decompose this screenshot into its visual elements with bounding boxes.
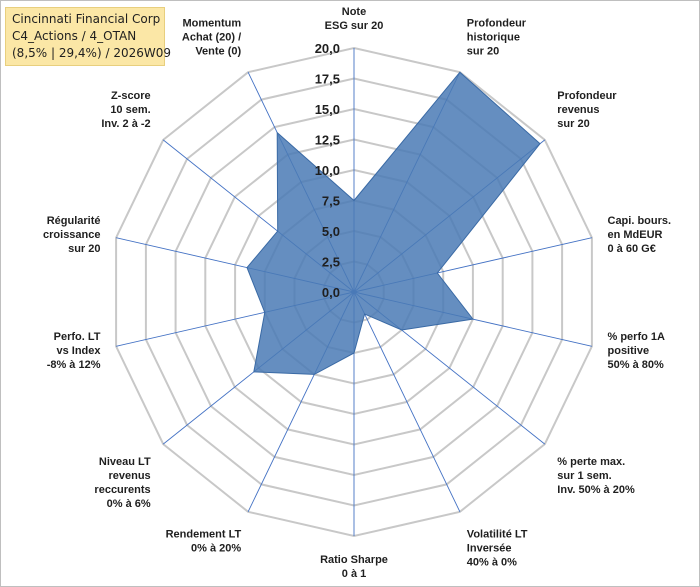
axis-label: Inversée — [467, 542, 512, 554]
axis-label: Profondeur — [557, 90, 617, 102]
axis-label: Perfo. LT — [54, 331, 101, 343]
axis-label: Note — [342, 6, 366, 18]
axis-label: Niveau LT — [99, 456, 151, 468]
axis-label: sur 20 — [557, 118, 589, 130]
axis-label: Capi. bours. — [608, 215, 672, 227]
axis-label: 0 à 60 G€ — [608, 243, 656, 255]
axis-label: Profondeur — [467, 18, 527, 30]
axis-label: sur 20 — [467, 46, 499, 58]
tick-label: 7,5 — [322, 194, 340, 209]
axis-label: sur 1 sem. — [557, 470, 611, 482]
tick-label: 10,0 — [315, 163, 340, 178]
axis-label: sur 20 — [68, 243, 100, 255]
tick-label: 15,0 — [315, 102, 340, 117]
axis-label: revenus — [108, 470, 150, 482]
axis-label: Ratio Sharpe — [320, 554, 388, 566]
title-stats: (8,5% | 29,4%) / 2026W09 — [12, 46, 171, 60]
axis-label: reccurents — [94, 484, 150, 496]
axis-label: vs Index — [56, 345, 101, 357]
axis-label: 0% à 20% — [191, 542, 241, 554]
chart-title-box: Cincinnati Financial Corp C4_Actions / 4… — [5, 7, 171, 66]
axis-label: Rendement LT — [166, 528, 242, 540]
title-company: Cincinnati Financial Corp — [12, 12, 161, 26]
axis-label: historique — [467, 32, 520, 44]
axis-label: % perfo 1A — [608, 331, 666, 343]
axis-spoke — [353, 291, 461, 512]
tick-label: 5,0 — [322, 224, 340, 239]
data-area — [246, 71, 541, 375]
axis-label: Inv. 2 à -2 — [101, 118, 150, 130]
tick-label: 0,0 — [322, 285, 340, 300]
tick-label: 12,5 — [315, 133, 340, 148]
tick-label: 2,5 — [322, 255, 340, 270]
axis-label: Régularité — [47, 215, 101, 227]
axis-label: Vente (0) — [195, 46, 241, 58]
axis-label: Achat (20) / — [182, 32, 241, 44]
axis-label: Z-score — [111, 90, 151, 102]
axis-label: -8% à 12% — [47, 359, 101, 371]
title-category: C4_Actions / 4_OTAN — [12, 29, 137, 43]
axis-label: 0% à 6% — [107, 498, 151, 510]
axis-label: ESG sur 20 — [325, 20, 384, 32]
tick-label: 20,0 — [315, 41, 340, 56]
tick-label: 17,5 — [315, 72, 340, 87]
axis-label: Volatilité LT — [467, 528, 528, 540]
axis-label: 10 sem. — [110, 104, 150, 116]
axis-label: croissance — [43, 229, 100, 241]
axis-label: 40% à 0% — [467, 556, 517, 568]
axis-label: Momentum — [183, 18, 242, 30]
axis-label: % perte max. — [557, 456, 625, 468]
axis-label: Inv. 50% à 20% — [557, 484, 635, 496]
axis-label: positive — [608, 345, 650, 357]
axis-label: en MdEUR — [608, 229, 663, 241]
axis-label: 50% à 80% — [608, 359, 664, 371]
axis-label: 0 à 1 — [342, 568, 366, 580]
axis-label: revenus — [557, 104, 599, 116]
